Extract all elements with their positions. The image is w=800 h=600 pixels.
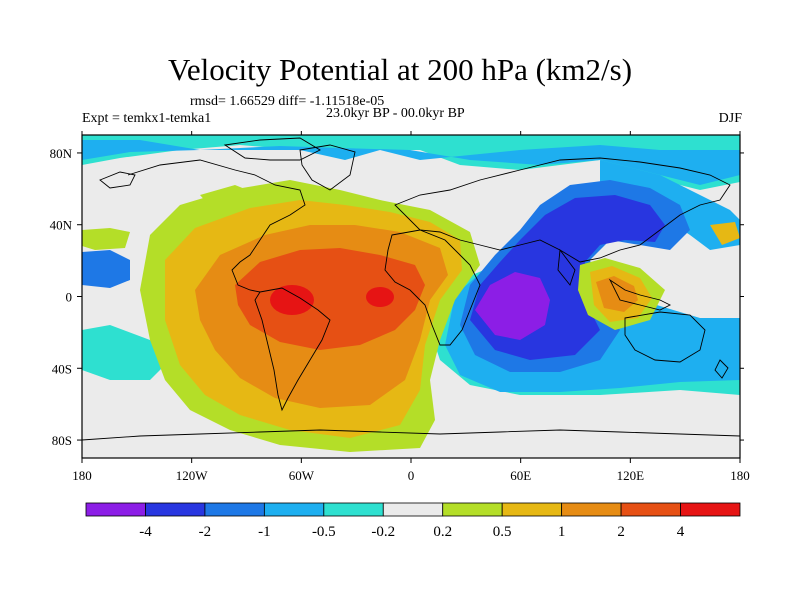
colorbar-box <box>561 502 622 517</box>
period-label: 23.0kyr BP - 00.0kyr BP <box>326 106 465 121</box>
colorbar-box <box>501 502 563 517</box>
lon-tick-label: 0 <box>408 468 415 483</box>
coastline-africa <box>384 229 481 346</box>
plot-title: Velocity Potential at 200 hPa (km2/s) <box>167 52 633 87</box>
field-maximum-atlantic <box>366 287 394 307</box>
field-maximum-americas <box>270 285 314 315</box>
lon-tick-label: 60E <box>510 468 531 483</box>
colorbar-box <box>323 502 384 517</box>
colorbar-labels: -4 -2 -1 -0.5 -0.2 0.2 0.5 1 2 4 <box>139 524 685 540</box>
coastline-alaska <box>99 171 136 189</box>
colorbar-label: 1 <box>558 524 566 540</box>
lon-tick-label: 180 <box>730 468 750 483</box>
colorbar-box <box>263 502 325 517</box>
colorbar-label: -0.2 <box>371 524 395 540</box>
colorbar-label: 0.2 <box>433 524 452 540</box>
colorbar-label: -4 <box>139 524 152 540</box>
lat-tick-label: 0 <box>66 290 73 305</box>
lon-tick-label: 180 <box>72 468 92 483</box>
colorbar-label: 4 <box>677 524 685 540</box>
lon-tick-label: 120E <box>617 468 645 483</box>
coastline-maritime-continent <box>608 278 672 311</box>
coastline-greenland <box>299 144 356 191</box>
lon-tick-label: 120W <box>176 468 209 483</box>
colorbar-box <box>620 502 681 517</box>
coastline-south-america <box>254 287 331 412</box>
field-minimum-purple <box>475 272 550 340</box>
lat-tick-label: 40N <box>50 218 73 233</box>
colorbar-box <box>204 502 265 517</box>
lat-tick-label: 40S <box>52 361 72 376</box>
coastline-australia <box>624 311 706 363</box>
coastline-north-america <box>127 159 306 293</box>
colorbar-label: -1 <box>258 524 271 540</box>
season-label: DJF <box>718 111 742 126</box>
colorbar-box <box>442 502 503 517</box>
coastline-antarctica <box>82 429 740 441</box>
coastline-eurasia <box>394 157 731 263</box>
lat-tick-label: 80N <box>50 146 73 161</box>
colorbar-label: 0.5 <box>493 524 512 540</box>
coastline-india <box>557 248 576 286</box>
longitude-axis: 180 120W 60W 0 60E 120E 180 <box>72 131 750 483</box>
colorbar-box <box>85 502 146 517</box>
colorbar-label: 2 <box>617 524 625 540</box>
coastline-new-zealand <box>714 359 729 379</box>
experiment-label: Expt = temkx1-temka1 <box>82 111 212 126</box>
lon-tick-label: 60W <box>289 468 315 483</box>
coastlines <box>82 137 740 441</box>
latitude-axis: 80N 40N 0 40S 80S <box>50 146 744 448</box>
colorbar-box <box>680 502 741 517</box>
colorbar-box <box>145 502 206 517</box>
map-field <box>82 135 740 458</box>
lat-tick-label: 80S <box>52 433 72 448</box>
coastline-arctic-islands <box>223 137 321 161</box>
colorbar-box <box>382 502 444 517</box>
field-positive-red-orange <box>235 248 425 350</box>
colorbar-boxes <box>85 502 741 517</box>
colorbar-label: -2 <box>199 524 212 540</box>
colorbar-label: -0.5 <box>312 524 336 540</box>
rmsd-diff-stats: rmsd= 1.66529 diff= -1.11518e-05 <box>190 94 385 109</box>
